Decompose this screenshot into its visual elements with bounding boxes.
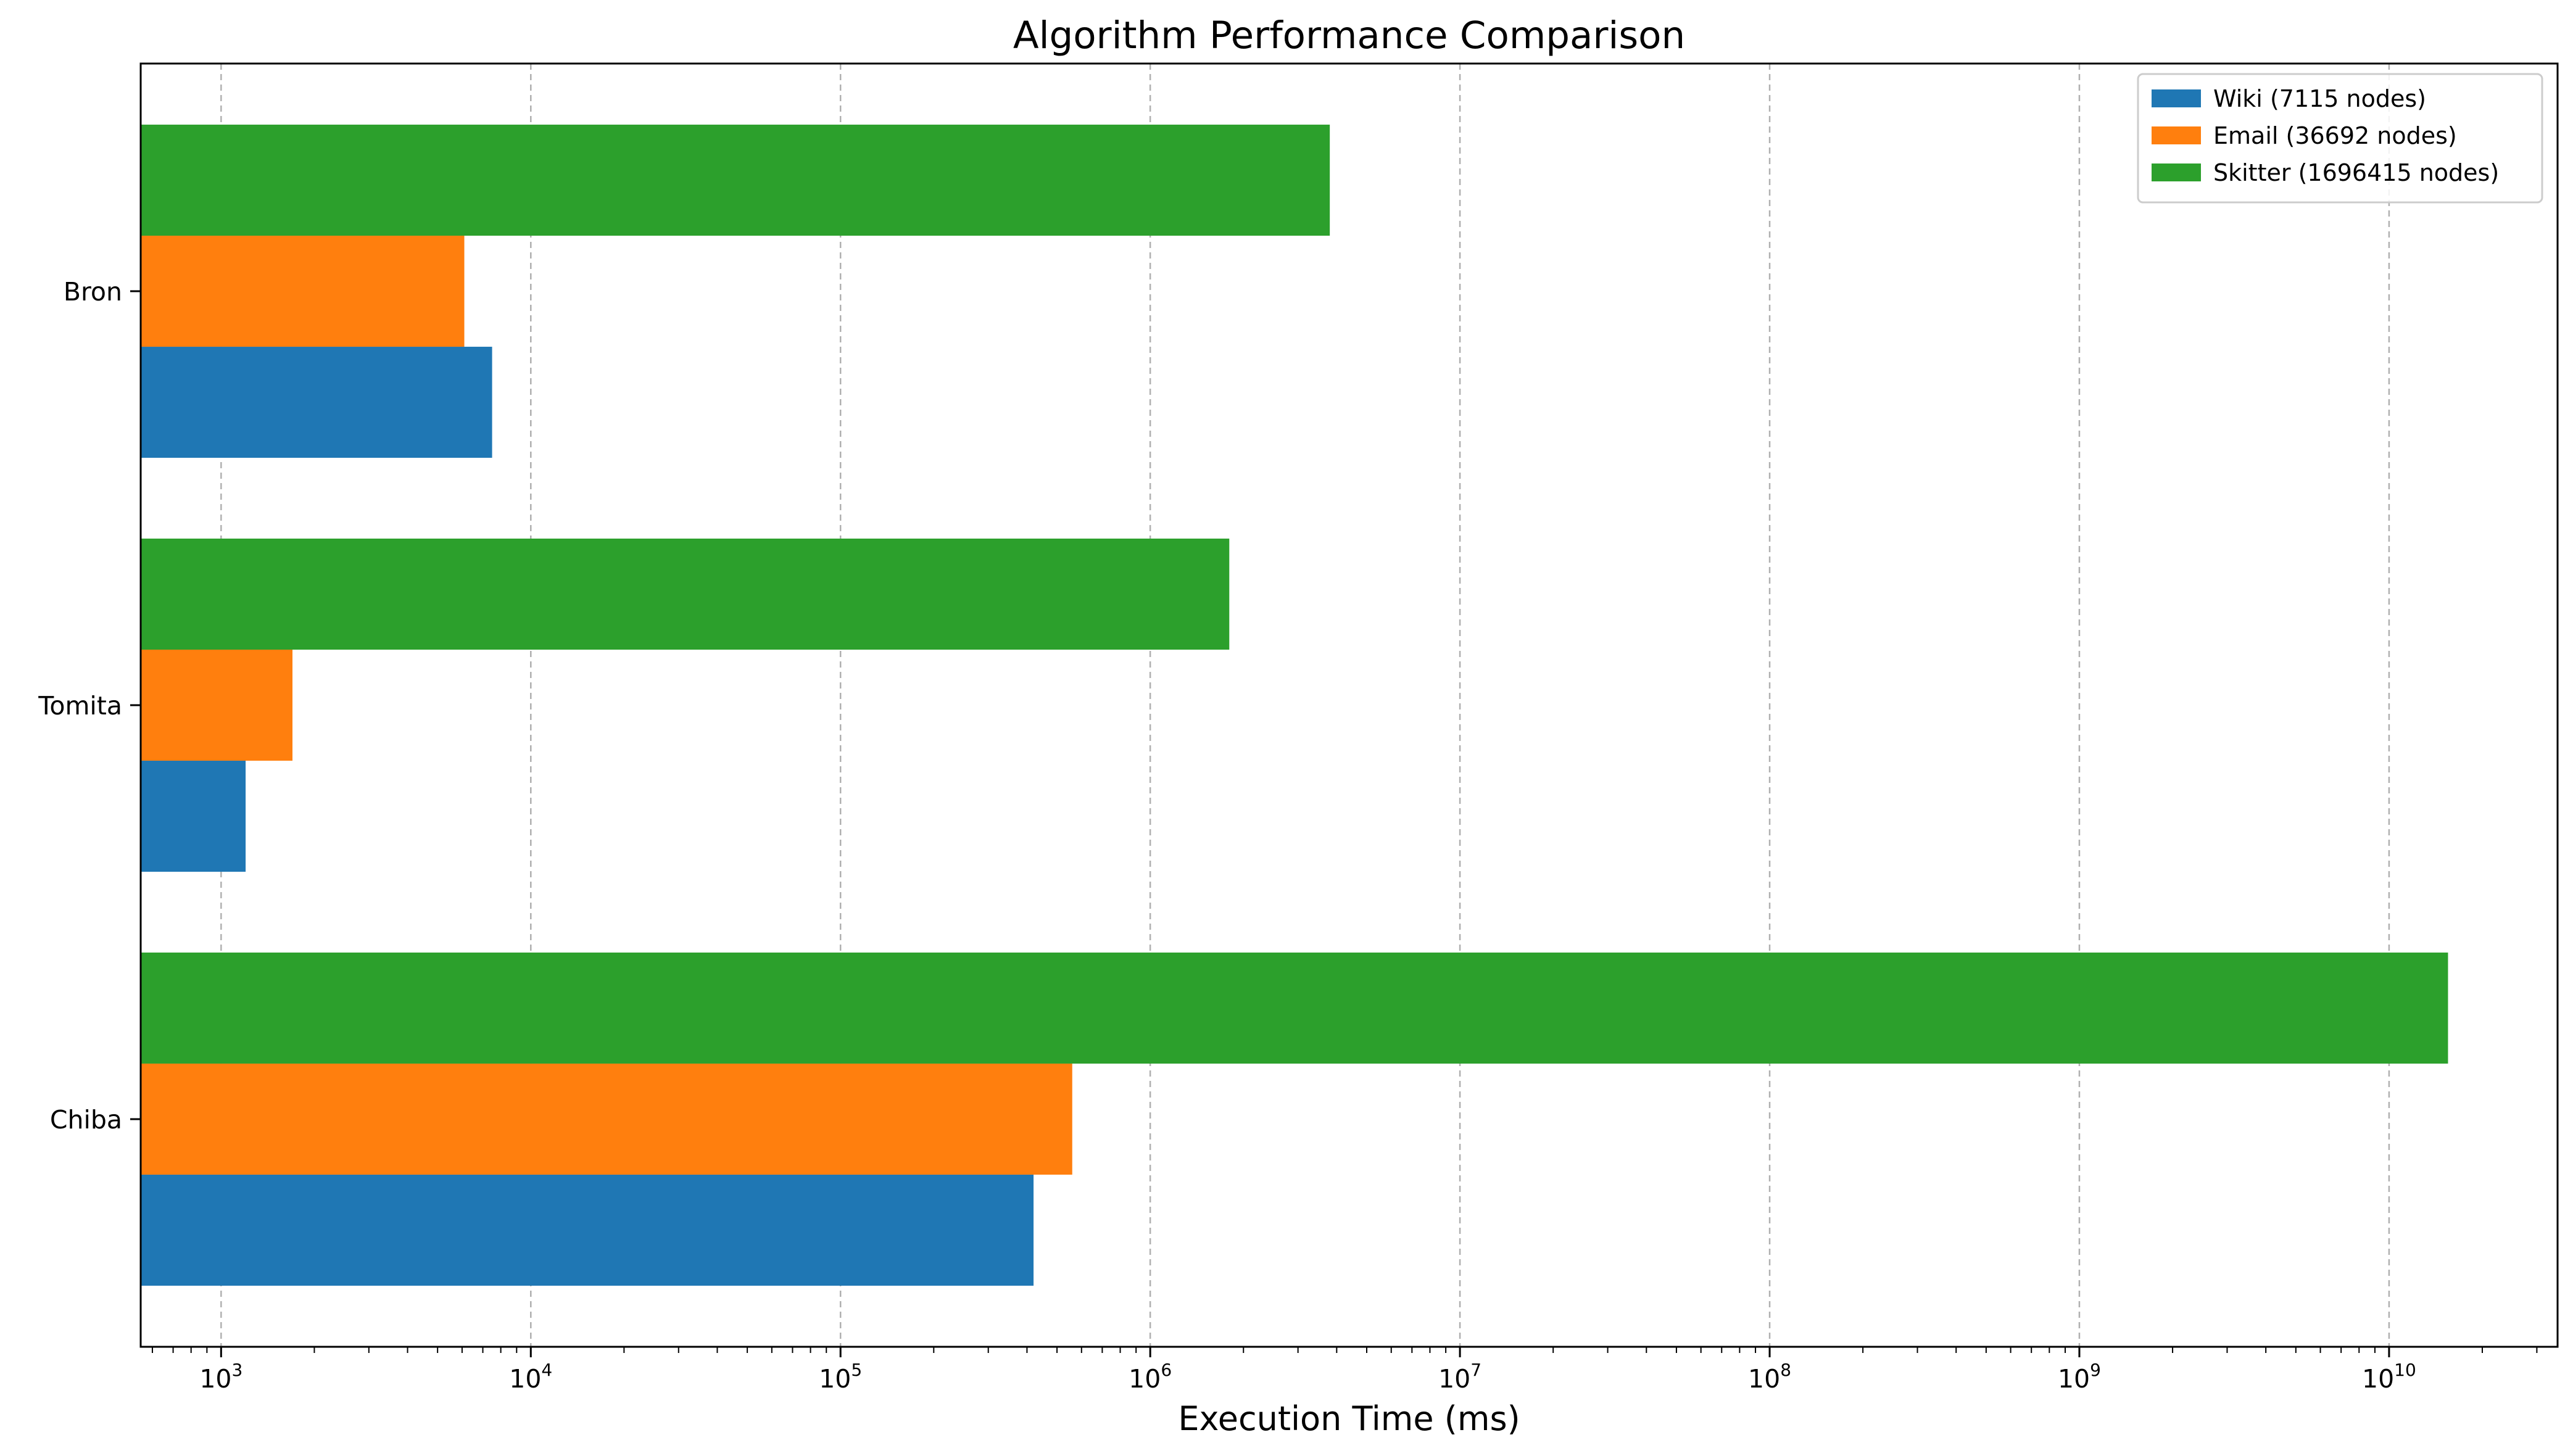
bar-bron-0 xyxy=(141,347,492,458)
legend-label: Email (36692 nodes) xyxy=(2213,122,2457,149)
x-tick-label: 105 xyxy=(819,1360,862,1394)
y-tick-label: Chiba xyxy=(50,1105,122,1135)
bar-tomita-2 xyxy=(141,539,1230,650)
legend-label: Skitter (1696415 nodes) xyxy=(2213,159,2499,186)
legend-label: Wiki (7115 nodes) xyxy=(2213,85,2426,112)
x-tick-base: 10 xyxy=(1748,1364,1780,1394)
x-tick-exponent: 8 xyxy=(1780,1360,1791,1380)
bar-bron-2 xyxy=(141,125,1330,236)
x-tick-exponent: 6 xyxy=(1161,1360,1172,1380)
x-tick-label: 1010 xyxy=(2362,1360,2416,1394)
x-tick-base: 10 xyxy=(819,1364,851,1394)
x-tick-label: 109 xyxy=(2058,1360,2101,1394)
bars-layer xyxy=(141,125,2448,1286)
x-tick-label: 103 xyxy=(199,1360,242,1394)
x-tick-base: 10 xyxy=(509,1364,541,1394)
x-tick-label: 107 xyxy=(1438,1360,1481,1394)
chart-title: Algorithm Performance Comparison xyxy=(1013,14,1685,57)
bar-tomita-0 xyxy=(141,761,246,872)
legend: Wiki (7115 nodes) Email (36692 nodes) Skit… xyxy=(2137,73,2543,204)
x-tick-label: 104 xyxy=(509,1360,552,1394)
x-tick-label: 108 xyxy=(1748,1360,1791,1394)
x-tick-exponent: 7 xyxy=(1470,1360,1481,1380)
x-tick-base: 10 xyxy=(1438,1364,1470,1394)
x-tick-base: 10 xyxy=(1129,1364,1161,1394)
x-tick-exponent: 9 xyxy=(2090,1360,2101,1380)
x-tick-exponent: 4 xyxy=(541,1360,552,1380)
legend-swatch xyxy=(2152,163,2201,181)
x-tick-base: 10 xyxy=(2362,1364,2394,1394)
y-tick-label: Bron xyxy=(64,277,122,307)
x-tick-base: 10 xyxy=(199,1364,231,1394)
bar-bron-1 xyxy=(141,236,465,347)
bar-chiba-0 xyxy=(141,1174,1034,1286)
y-tick-label: Tomita xyxy=(38,691,122,721)
legend-swatch xyxy=(2152,89,2201,107)
bar-chiba-2 xyxy=(141,952,2448,1064)
x-axis-label: Execution Time (ms) xyxy=(1178,1399,1520,1438)
legend-box xyxy=(2137,73,2543,204)
x-tick-exponent: 5 xyxy=(851,1360,862,1380)
x-tick-label: 106 xyxy=(1129,1360,1172,1394)
legend-swatch xyxy=(2152,126,2201,144)
x-tick-base: 10 xyxy=(2058,1364,2090,1394)
x-tick-exponent: 3 xyxy=(231,1360,242,1380)
bar-tomita-1 xyxy=(141,650,292,761)
x-tick-exponent: 10 xyxy=(2394,1360,2416,1380)
bar-chiba-1 xyxy=(141,1063,1072,1175)
